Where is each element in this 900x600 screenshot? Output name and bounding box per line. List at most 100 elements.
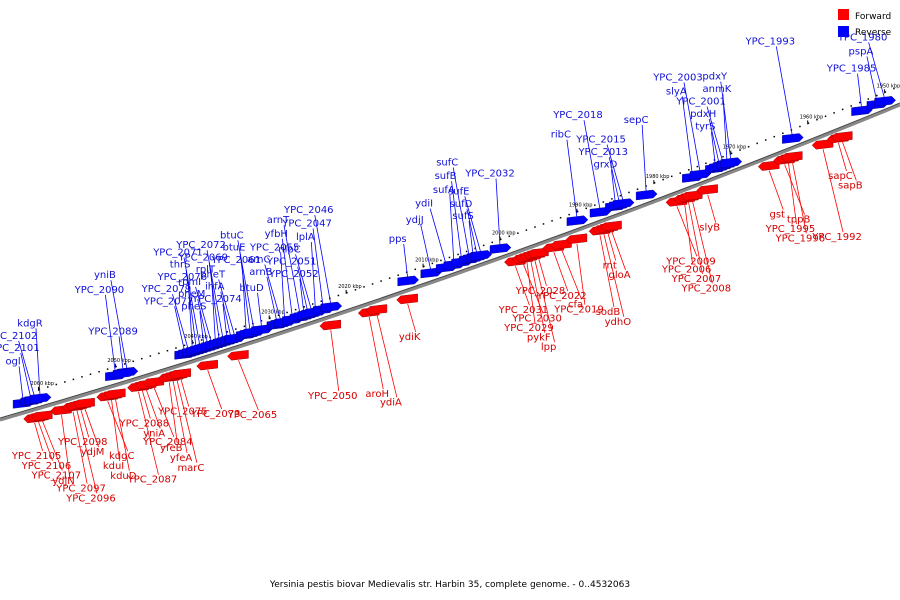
reverse-gene-label[interactable]: pdxH bbox=[690, 109, 716, 120]
forward-gene-arrow[interactable] bbox=[227, 350, 249, 361]
forward-gene-label[interactable]: YPC_2097 bbox=[55, 484, 106, 495]
reverse-gene-label[interactable]: arnT bbox=[267, 215, 290, 226]
reverse-gene-label[interactable]: ogl bbox=[5, 356, 20, 367]
forward-gene-label[interactable]: YPC_2065 bbox=[227, 410, 278, 421]
forward-gene-label[interactable]: YPC_2087 bbox=[127, 475, 178, 486]
forward-gene-label[interactable]: tppB bbox=[787, 215, 811, 226]
forward-gene-label[interactable]: YPC_1995 bbox=[765, 224, 816, 235]
forward-gene-arrow[interactable] bbox=[31, 410, 53, 421]
forward-gene-label[interactable]: YPC_2084 bbox=[142, 437, 193, 448]
forward-gene-label[interactable]: yfeA bbox=[170, 453, 193, 464]
forward-gene-label[interactable]: YPC_2030 bbox=[511, 313, 562, 324]
reverse-gene-arrow[interactable] bbox=[470, 250, 493, 261]
forward-gene-arrow[interactable] bbox=[365, 304, 388, 315]
reverse-gene-label[interactable]: YPC_2001 bbox=[675, 97, 726, 108]
reverse-gene-label[interactable]: YPC_2071 bbox=[152, 248, 203, 259]
reverse-gene-label[interactable]: slyA bbox=[666, 86, 687, 97]
forward-gene-label[interactable]: YPC_2096 bbox=[65, 493, 116, 504]
reverse-gene-label[interactable]: YPC_2052 bbox=[268, 269, 319, 280]
reverse-gene-label[interactable]: YPC_2015 bbox=[575, 135, 626, 146]
reverse-gene-label[interactable]: YPC_2069 bbox=[177, 252, 228, 263]
reverse-gene-label[interactable]: tyrS bbox=[695, 122, 715, 133]
reverse-gene-label[interactable]: sufS bbox=[452, 211, 473, 222]
reverse-gene-arrow[interactable] bbox=[29, 393, 52, 404]
reverse-gene-label[interactable]: YPC_2032 bbox=[464, 169, 515, 180]
reverse-gene-label[interactable]: YPC_1980 bbox=[837, 32, 888, 43]
reverse-gene-label[interactable]: YPC_2013 bbox=[577, 147, 628, 158]
reverse-gene-label[interactable]: ribC bbox=[551, 130, 571, 141]
reverse-gene-label[interactable]: yniB bbox=[94, 270, 116, 281]
reverse-gene-arrow[interactable] bbox=[874, 96, 896, 107]
reverse-gene-label[interactable]: ydiI bbox=[415, 199, 433, 210]
forward-gene-label[interactable]: lpp bbox=[541, 342, 556, 353]
reverse-gene-label[interactable]: pheM bbox=[178, 289, 205, 300]
forward-gene-arrow[interactable] bbox=[319, 319, 341, 331]
reverse-gene-label[interactable]: YPC_2051 bbox=[266, 257, 317, 268]
reverse-gene-label[interactable]: YPC_2061 bbox=[210, 255, 261, 266]
forward-gene-label[interactable]: aroH bbox=[365, 389, 389, 400]
reverse-gene-label[interactable]: YPC_2102 bbox=[0, 331, 37, 342]
reverse-gene-label[interactable]: sufB bbox=[435, 171, 457, 182]
forward-gene-label[interactable]: YPC_1996 bbox=[775, 233, 826, 244]
reverse-gene-label[interactable]: YPC_2077 bbox=[143, 296, 194, 307]
forward-gene-arrow[interactable] bbox=[781, 151, 803, 162]
reverse-gene-label[interactable]: pps bbox=[389, 234, 407, 245]
reverse-gene-label[interactable]: sufE bbox=[448, 186, 469, 197]
forward-gene-label[interactable]: YPC_2028 bbox=[515, 286, 566, 297]
reverse-gene-label[interactable]: yfbH bbox=[265, 229, 288, 240]
forward-gene-arrow[interactable] bbox=[831, 131, 853, 142]
forward-gene-label[interactable]: YPC_2050 bbox=[307, 391, 358, 402]
reverse-gene-label[interactable]: YPC_2046 bbox=[283, 205, 334, 216]
reverse-gene-label[interactable]: rpmI bbox=[178, 277, 201, 288]
reverse-gene-label[interactable]: grxD bbox=[593, 160, 617, 171]
forward-gene-label[interactable]: gloA bbox=[608, 270, 630, 281]
reverse-gene-label[interactable]: YPC_2090 bbox=[74, 285, 125, 296]
reverse-gene-label[interactable]: YPC_2079 bbox=[141, 284, 192, 295]
forward-gene-label[interactable]: YPC_2022 bbox=[536, 291, 587, 302]
forward-gene-label[interactable]: YPC_2006 bbox=[661, 264, 712, 275]
forward-gene-label[interactable]: YPC_2007 bbox=[671, 274, 722, 285]
forward-gene-label[interactable]: YPC_2107 bbox=[31, 471, 82, 482]
reverse-gene-arrow[interactable] bbox=[489, 243, 512, 254]
forward-gene-label[interactable]: slyB bbox=[699, 223, 720, 234]
forward-gene-label[interactable]: YPC_2106 bbox=[21, 461, 72, 472]
forward-gene-label[interactable]: ydiK bbox=[399, 332, 421, 343]
forward-gene-arrow[interactable] bbox=[104, 388, 126, 399]
reverse-gene-label[interactable]: sepC bbox=[624, 115, 649, 126]
reverse-gene-arrow[interactable] bbox=[397, 275, 419, 287]
forward-gene-label[interactable]: cfa bbox=[568, 299, 583, 310]
forward-gene-label[interactable]: gst bbox=[769, 210, 785, 221]
reverse-gene-label[interactable]: ydjJ bbox=[406, 215, 424, 226]
reverse-gene-label[interactable]: rplT bbox=[196, 265, 216, 276]
reverse-gene-arrow[interactable] bbox=[612, 198, 635, 209]
reverse-gene-label[interactable]: anmK bbox=[703, 84, 732, 95]
forward-gene-arrow[interactable] bbox=[396, 293, 418, 305]
forward-gene-arrow[interactable] bbox=[73, 397, 95, 409]
reverse-gene-label[interactable]: YPC_1993 bbox=[745, 36, 796, 47]
reverse-gene-label[interactable]: YPC_1985 bbox=[826, 64, 877, 75]
forward-gene-label[interactable]: YPC_2031 bbox=[498, 305, 549, 316]
reverse-gene-label[interactable]: ihfA bbox=[205, 282, 225, 293]
forward-gene-label[interactable]: YPC_2029 bbox=[503, 323, 554, 334]
reverse-gene-label[interactable]: YPC_2047 bbox=[281, 219, 332, 230]
forward-gene-label[interactable]: YPC_2009 bbox=[665, 256, 716, 267]
forward-gene-arrow[interactable] bbox=[600, 220, 622, 232]
reverse-gene-label[interactable]: kdgR bbox=[17, 318, 42, 329]
reverse-gene-label[interactable]: arnC bbox=[247, 255, 270, 266]
reverse-gene-arrow[interactable] bbox=[635, 189, 658, 201]
reverse-gene-label[interactable]: YPC_2074 bbox=[191, 294, 242, 305]
reverse-gene-label[interactable]: btuD bbox=[239, 283, 264, 294]
reverse-gene-label[interactable]: YPC_2055 bbox=[249, 242, 300, 253]
forward-gene-label[interactable]: ydhO bbox=[605, 317, 632, 328]
reverse-gene-label[interactable]: sufD bbox=[450, 199, 473, 210]
reverse-gene-arrow[interactable] bbox=[720, 157, 743, 168]
forward-gene-label[interactable]: yfeB bbox=[160, 443, 183, 454]
forward-gene-label[interactable]: YPC_2088 bbox=[119, 419, 170, 430]
reverse-gene-label[interactable]: btuC bbox=[220, 230, 244, 241]
reverse-gene-label[interactable]: pheS bbox=[181, 301, 206, 312]
reverse-gene-label[interactable]: YPC_2003 bbox=[652, 73, 703, 84]
forward-gene-label[interactable]: YPC_2073 bbox=[190, 409, 241, 420]
forward-gene-label[interactable]: YPC_2075 bbox=[157, 407, 208, 418]
forward-gene-label[interactable]: YPC_2008 bbox=[681, 283, 732, 294]
reverse-gene-label[interactable]: arnB bbox=[249, 267, 272, 278]
